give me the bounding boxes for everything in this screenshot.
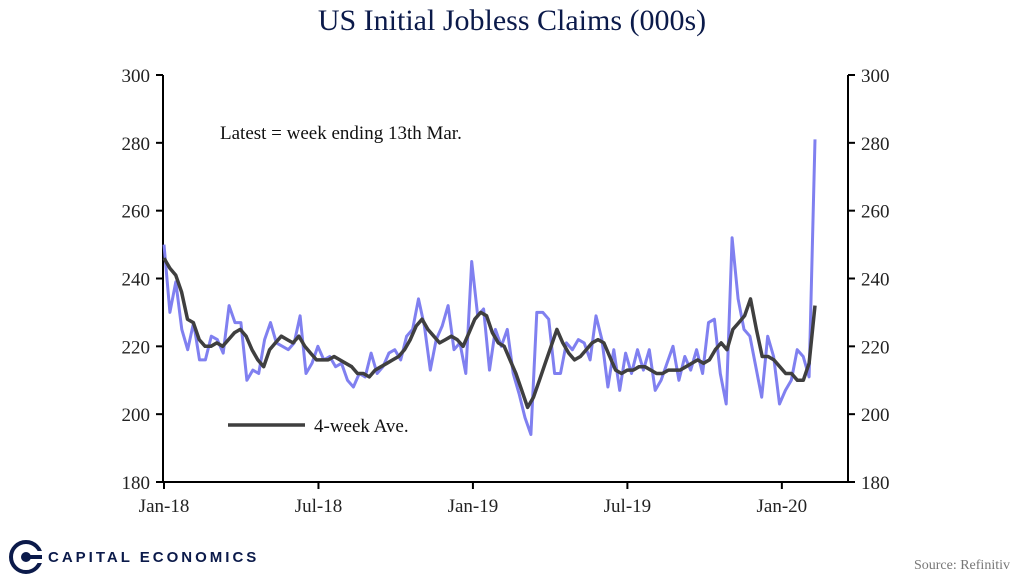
y-tick-label-left: 200 — [122, 405, 151, 426]
x-tick-label: Jan-18 — [139, 496, 190, 517]
y-tick-label-left: 260 — [122, 202, 151, 223]
x-tick-label: Jan-20 — [757, 496, 808, 517]
series-line-weekly-claims — [162, 139, 817, 436]
y-tick-label-left: 240 — [122, 270, 151, 291]
source-note: Source: Refinitiv — [913, 558, 1010, 573]
y-tick-label-left: 220 — [122, 337, 151, 358]
series-line-4-week-ave — [162, 257, 817, 410]
x-tick-label: Jan-19 — [448, 496, 499, 517]
capital-economics-logo: CAPITAL ECONOMICS — [8, 538, 259, 576]
y-tick-label-right: 260 — [861, 202, 890, 223]
x-tick-label: Jul-18 — [295, 496, 343, 517]
legend-label-4-week-ave: 4-week Ave. — [314, 416, 409, 437]
y-tick-label-right: 280 — [861, 134, 890, 155]
y-tick-label-right: 180 — [861, 473, 890, 494]
y-tick-label-right: 300 — [861, 66, 890, 87]
y-tick-label-left: 300 — [122, 66, 151, 87]
y-tick-label-right: 240 — [861, 270, 890, 291]
y-tick-label-right: 200 — [861, 405, 890, 426]
x-tick-label: Jul-19 — [604, 496, 652, 517]
y-tick-label-right: 220 — [861, 337, 890, 358]
y-tick-label-left: 180 — [122, 473, 151, 494]
chart-title: US Initial Jobless Claims (000s) — [317, 4, 707, 37]
latest-annotation: Latest = week ending 13th Mar. — [220, 123, 462, 144]
capital-economics-logo-icon — [9, 540, 42, 574]
capital-economics-wordmark: CAPITAL ECONOMICS — [48, 548, 260, 566]
y-tick-label-left: 280 — [122, 134, 151, 155]
